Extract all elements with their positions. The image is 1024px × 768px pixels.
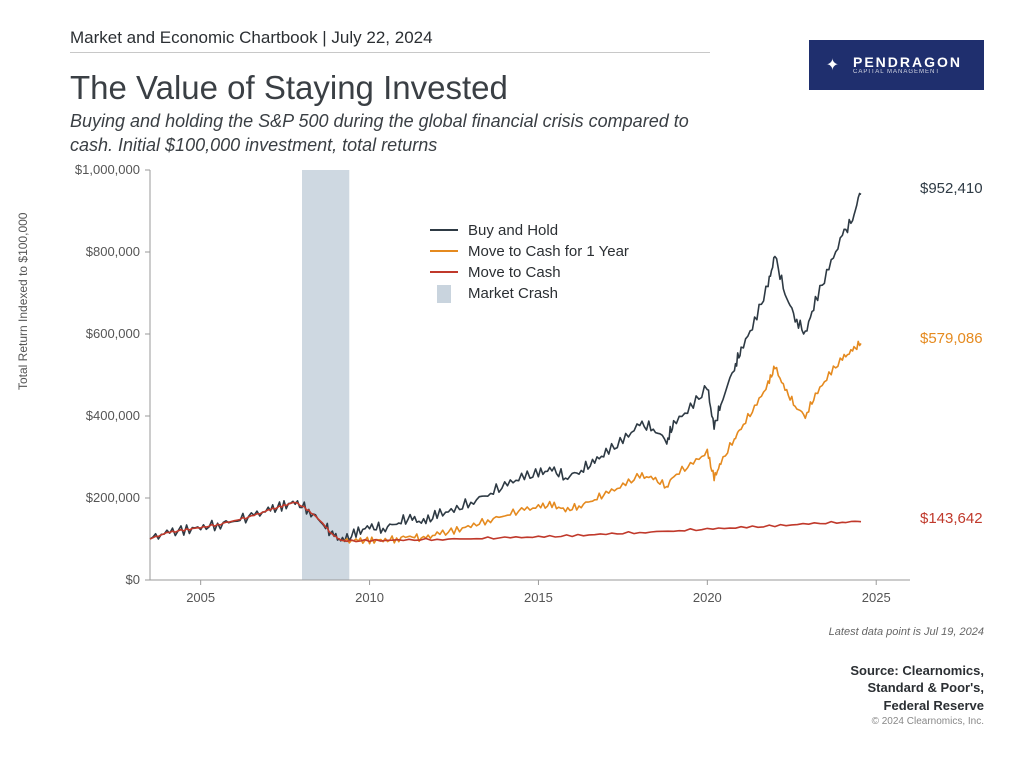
brand-badge: ✦ PENDRAGON CAPITAL MANAGEMENT <box>809 40 984 90</box>
svg-text:$1,000,000: $1,000,000 <box>75 162 140 177</box>
chartbook-header: Market and Economic Chartbook | July 22,… <box>70 28 710 53</box>
svg-text:2010: 2010 <box>355 590 384 605</box>
svg-text:2020: 2020 <box>693 590 722 605</box>
source-attribution: Source: Clearnomics, Standard & Poor's, … <box>850 662 984 728</box>
legend-swatch <box>430 271 458 273</box>
end-label-cash: $143,642 <box>920 510 983 527</box>
source-line: Source: Clearnomics, <box>850 662 984 680</box>
legend-swatch <box>430 229 458 231</box>
legend-swatch <box>437 285 451 303</box>
source-line: Standard & Poor's, <box>850 679 984 697</box>
brand-griffin-icon: ✦ <box>819 51 847 79</box>
legend-label: Move to Cash <box>468 264 561 281</box>
chart-subtitle: Buying and holding the S&P 500 during th… <box>70 109 690 158</box>
legend: Buy and Hold Move to Cash for 1 Year Mov… <box>430 222 629 307</box>
svg-text:2025: 2025 <box>862 590 891 605</box>
legend-item-cash: Move to Cash <box>430 264 629 281</box>
chart-area: Total Return Indexed to $100,000 $0$200,… <box>70 160 970 620</box>
legend-item-cash-1yr: Move to Cash for 1 Year <box>430 243 629 260</box>
svg-text:$400,000: $400,000 <box>86 408 140 423</box>
y-axis-title: Total Return Indexed to $100,000 <box>16 212 30 389</box>
svg-text:$600,000: $600,000 <box>86 326 140 341</box>
svg-text:$800,000: $800,000 <box>86 244 140 259</box>
svg-text:2015: 2015 <box>524 590 553 605</box>
legend-label: Buy and Hold <box>468 222 558 239</box>
brand-subtitle: CAPITAL MANAGEMENT <box>853 69 962 75</box>
svg-text:2005: 2005 <box>186 590 215 605</box>
source-copyright: © 2024 Clearnomics, Inc. <box>850 715 984 729</box>
legend-swatch <box>430 250 458 252</box>
legend-label: Move to Cash for 1 Year <box>468 243 629 260</box>
legend-item-crash-band: Market Crash <box>430 285 629 303</box>
end-label-cash-1yr: $579,086 <box>920 330 983 347</box>
end-label-buy-hold: $952,410 <box>920 180 983 197</box>
latest-data-note: Latest data point is Jul 19, 2024 <box>829 626 984 638</box>
brand-name: PENDRAGON <box>853 55 962 69</box>
source-line: Federal Reserve <box>850 697 984 715</box>
svg-text:$0: $0 <box>126 572 140 587</box>
svg-text:$200,000: $200,000 <box>86 490 140 505</box>
legend-label: Market Crash <box>468 285 558 302</box>
legend-item-buy-and-hold: Buy and Hold <box>430 222 629 239</box>
page: Market and Economic Chartbook | July 22,… <box>0 0 1024 768</box>
